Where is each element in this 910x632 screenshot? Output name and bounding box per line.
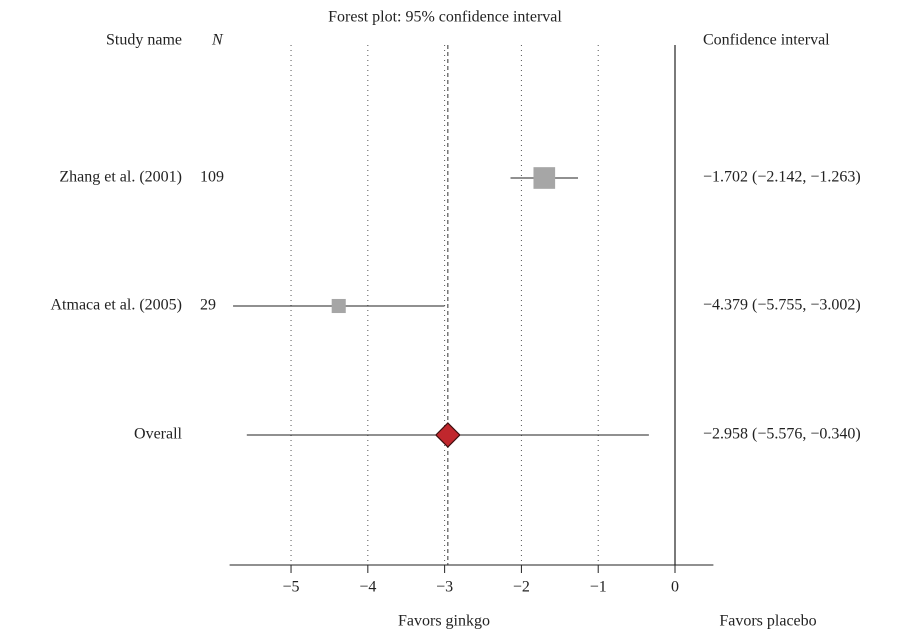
study-n: 109 [200,169,224,186]
overall-ci-label: −2.958 (−5.576, −0.340) [703,426,861,443]
study-header: Study name [106,32,182,49]
x-tick-label: −1 [590,579,607,596]
x-label-right: Favors placebo [719,613,816,630]
x-tick-label: −3 [436,579,453,596]
x-tick-label: −2 [513,579,530,596]
ci-header: Confidence interval [703,32,830,49]
x-tick-label: −4 [359,579,376,596]
overall-name: Overall [134,426,183,443]
n-header: N [211,32,224,49]
study-name: Zhang et al. (2001) [59,169,182,186]
overall-diamond [434,422,461,448]
x-label-left: Favors ginkgo [398,613,490,630]
study-name: Atmaca et al. (2005) [51,297,183,314]
study-n: 29 [200,297,216,314]
study-ci-label: −4.379 (−5.755, −3.002) [703,297,861,314]
study-ci-label: −1.702 (−2.142, −1.263) [703,169,861,186]
chart-title: Forest plot: 95% confidence interval [328,9,562,26]
point-estimate [331,298,346,314]
point-estimate [533,167,556,189]
x-tick-label: 0 [671,579,679,596]
x-tick-label: −5 [283,579,300,596]
